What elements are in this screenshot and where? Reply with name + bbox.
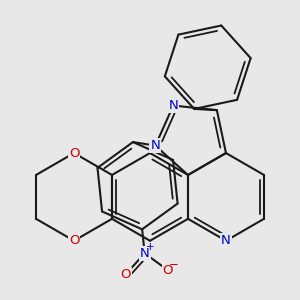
Text: O: O (69, 146, 79, 160)
Text: +: + (146, 242, 155, 252)
Text: N: N (140, 247, 149, 260)
Text: N: N (151, 139, 160, 152)
Text: N: N (168, 99, 178, 112)
Text: −: − (169, 258, 178, 271)
Text: O: O (163, 264, 173, 277)
Text: O: O (120, 268, 131, 281)
Text: N: N (221, 234, 231, 247)
Text: O: O (69, 234, 79, 247)
